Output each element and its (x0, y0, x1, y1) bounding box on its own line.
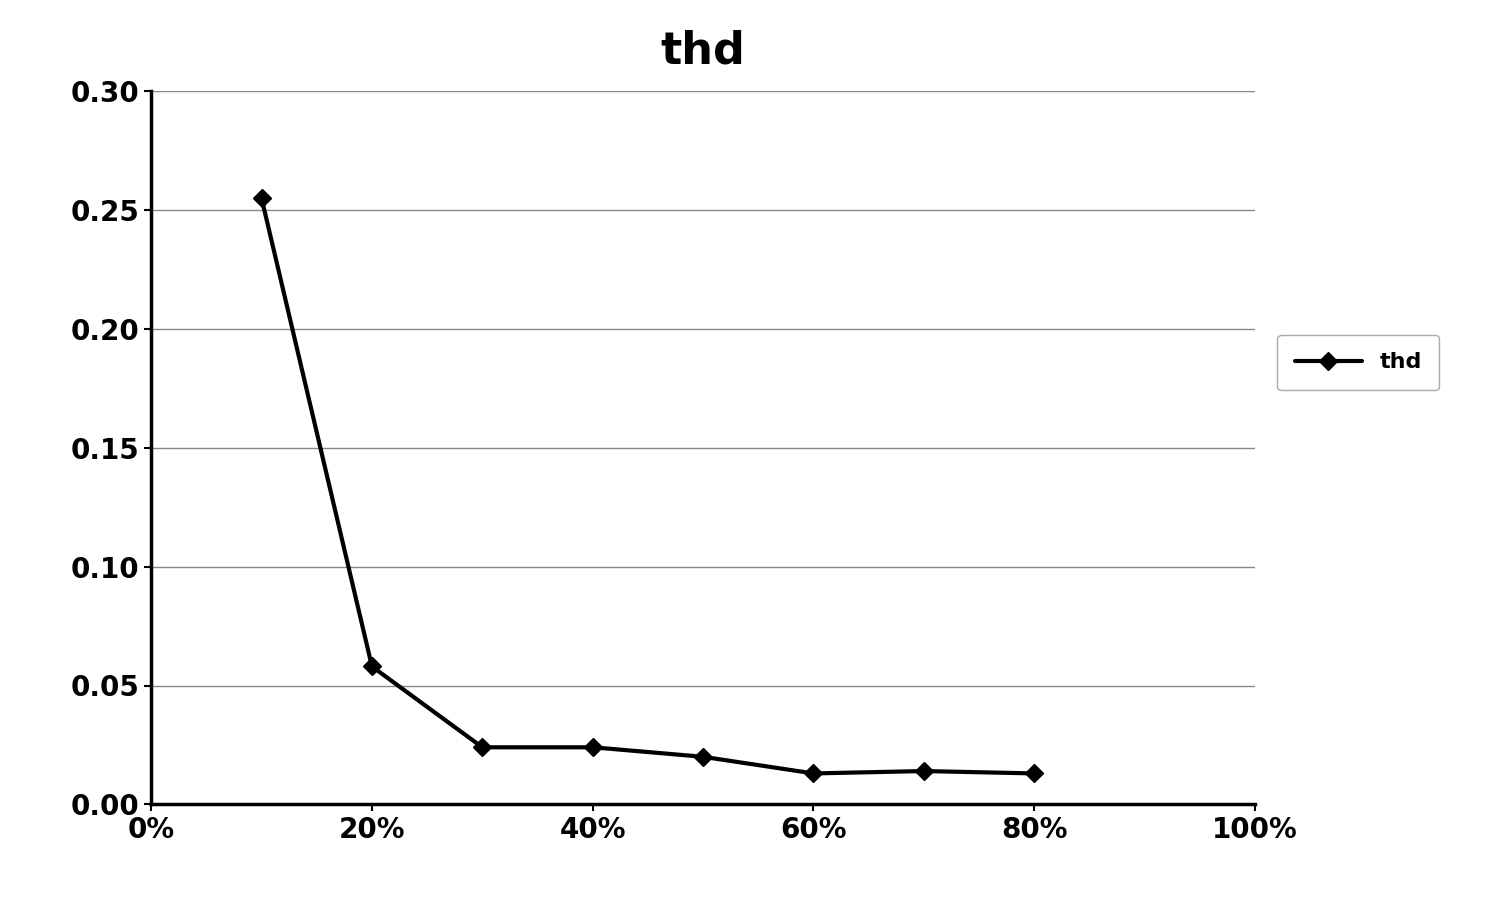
thd (473, 742, 491, 753)
thd (1025, 768, 1043, 779)
thd (363, 661, 381, 672)
thd (584, 742, 602, 753)
thd (253, 193, 271, 204)
Legend: thd: thd (1278, 335, 1439, 390)
Line: thd: thd (256, 192, 1040, 780)
thd (804, 768, 823, 779)
thd (915, 766, 933, 777)
thd (694, 751, 712, 762)
Title: thd: thd (661, 29, 745, 72)
